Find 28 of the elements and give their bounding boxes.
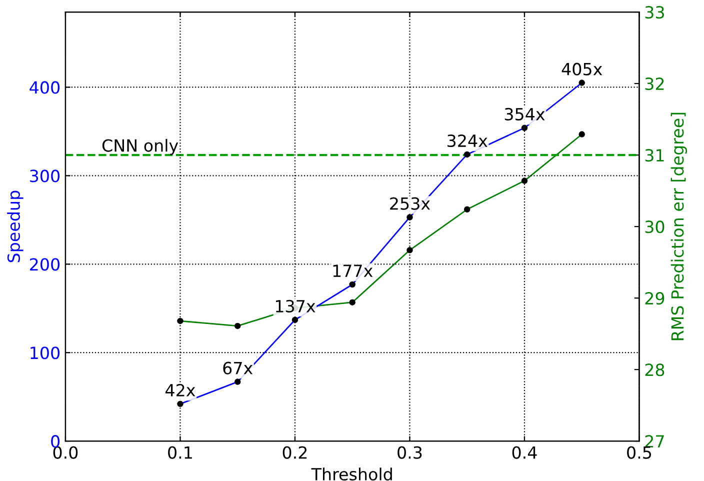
y2-axis-title: RMS Prediction err [degree] <box>670 112 687 340</box>
data-label: 405x <box>562 62 602 76</box>
x-tick-label: 0.5 <box>627 446 652 459</box>
y2-tick-label: 30 <box>645 220 664 234</box>
y-tick-label: 0 <box>51 435 60 448</box>
data-label: 354x <box>504 108 545 121</box>
x-tick-label: 0.3 <box>398 446 422 459</box>
x-tick-label: 0.2 <box>282 446 307 459</box>
y-tick-label: 100 <box>30 346 60 360</box>
y-axis-title: Speedup <box>7 190 24 262</box>
y-tick-label: 300 <box>30 170 60 182</box>
y2-tick-label: 31 <box>645 149 664 162</box>
x-axis-title: Threshold <box>311 468 392 481</box>
y2-tick-label: 29 <box>645 292 664 305</box>
y2-tick-label: 32 <box>645 77 664 90</box>
y2-tick-label: 33 <box>645 6 664 19</box>
y-tick-label: 200 <box>30 258 60 271</box>
x-tick-label: 0.4 <box>512 446 537 459</box>
x-tick-label: 0.0 <box>53 446 78 459</box>
data-label: 177x <box>333 264 373 277</box>
data-label: 67x <box>223 362 253 374</box>
y-tick-label: 400 <box>30 81 60 94</box>
y2-tick-label: 28 <box>645 364 664 376</box>
data-label: 253x <box>390 197 430 210</box>
x-tick-label: 0.1 <box>168 446 192 459</box>
data-label: 42x <box>166 384 196 396</box>
ref-line-label: CNN only <box>102 138 178 156</box>
data-label: 324x <box>448 134 488 148</box>
